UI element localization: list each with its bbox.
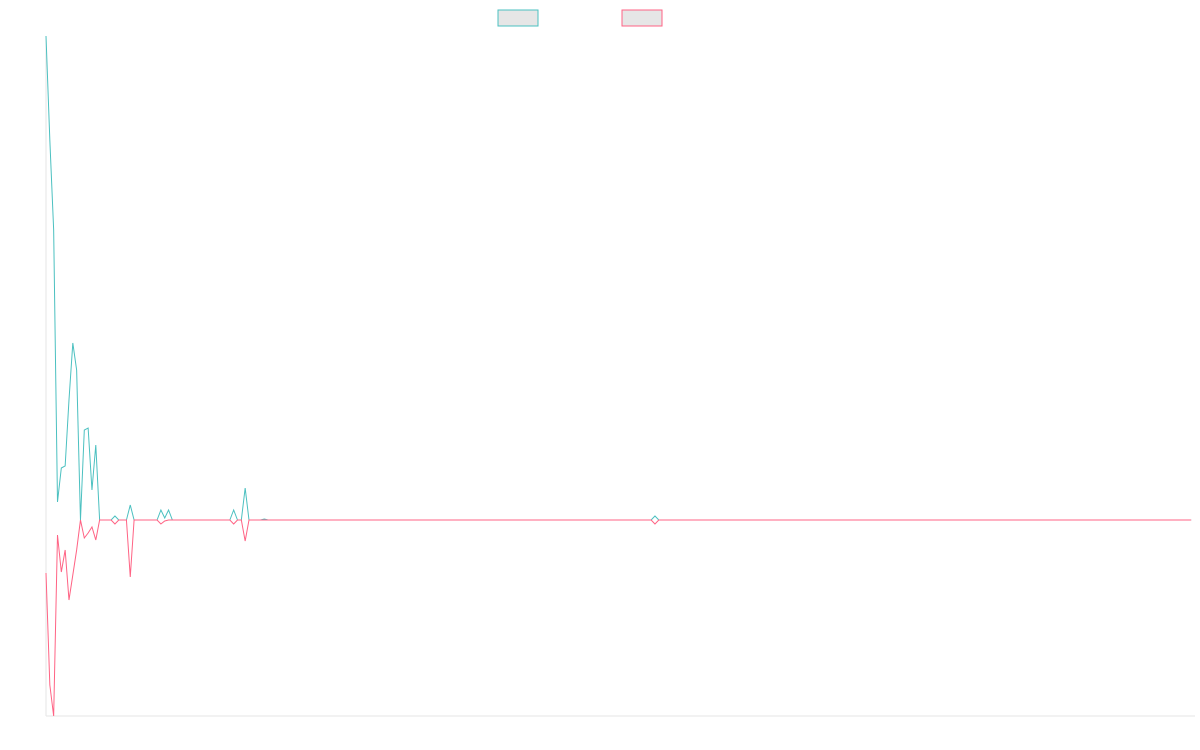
legend-swatch[interactable] [621,9,663,27]
data-line [45,519,1192,717]
data-line [45,35,1192,521]
legend-swatch[interactable] [497,9,539,27]
